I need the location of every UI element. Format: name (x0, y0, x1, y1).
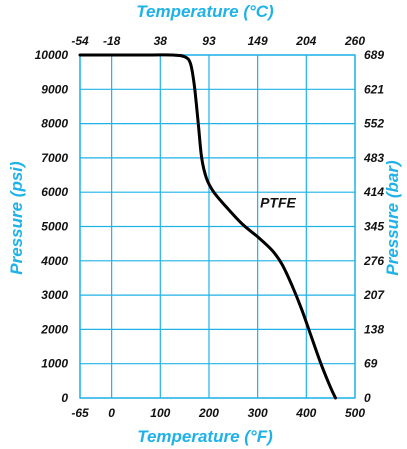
y-right-tick-label: 621 (364, 82, 384, 96)
y-left-tick-label: 1000 (41, 357, 68, 371)
y-left-tick-label: 7000 (41, 151, 68, 165)
x-bottom-tick-label: 100 (150, 406, 170, 420)
y-left-tick-label: 5000 (41, 220, 68, 234)
x-top-tick-label: 204 (295, 34, 316, 48)
y-right-tick-label: 552 (364, 117, 384, 131)
y-right-tick-label: 138 (364, 322, 384, 336)
x-top-tick-label: 260 (344, 34, 365, 48)
tick-labels: -65 0 100 200 300 400 500-54 -18 38 93 149 204 26001… (35, 34, 386, 420)
y-right-tick-label: 483 (363, 151, 384, 165)
series-label-ptfe: PTFE (260, 195, 296, 211)
y-left-tick-label: 4000 (40, 254, 68, 268)
x-bottom-tick-label: 400 (295, 406, 316, 420)
x-bottom-tick-label: 0 (108, 406, 115, 420)
right-axis-title: Pressure (bar) (383, 160, 402, 276)
y-left-tick-label: 2000 (40, 322, 68, 336)
x-top-tick-label: 38 (154, 34, 168, 48)
x-top-tick-label: -18 (103, 34, 121, 48)
y-left-tick-label: 8000 (41, 117, 68, 131)
x-bottom-tick-label: 200 (198, 406, 219, 420)
y-left-tick-label: 0 (61, 391, 68, 405)
series-line-ptfe (78, 53, 338, 400)
top-axis-title: Temperature (°C) (136, 2, 274, 21)
y-right-tick-label: 69 (364, 357, 378, 371)
y-left-tick-label: 10000 (35, 48, 69, 62)
x-bottom-tick-label: -65 (71, 406, 89, 420)
y-left-tick-label: 6000 (41, 185, 68, 199)
y-right-tick-label: 414 (363, 185, 384, 199)
y-right-tick-label: 689 (364, 48, 384, 62)
bottom-axis-title: Temperature (°F) (137, 427, 273, 446)
y-right-tick-label: 207 (363, 288, 385, 302)
x-top-tick-label: 149 (248, 34, 268, 48)
x-top-tick-label: -54 (71, 34, 89, 48)
y-left-tick-label: 9000 (41, 82, 68, 96)
y-left-tick-label: 3000 (41, 288, 68, 302)
y-right-tick-label: 276 (363, 254, 384, 268)
annotations: PTFE (260, 195, 296, 211)
x-bottom-tick-label: 500 (345, 406, 365, 420)
plot-area-border (79, 54, 356, 399)
y-right-tick-label: 345 (364, 220, 384, 234)
x-bottom-tick-label: 300 (248, 406, 268, 420)
y-right-tick-label: 0 (364, 391, 371, 405)
x-top-tick-label: 93 (202, 34, 216, 48)
left-axis-title: Pressure (psi) (7, 161, 26, 275)
